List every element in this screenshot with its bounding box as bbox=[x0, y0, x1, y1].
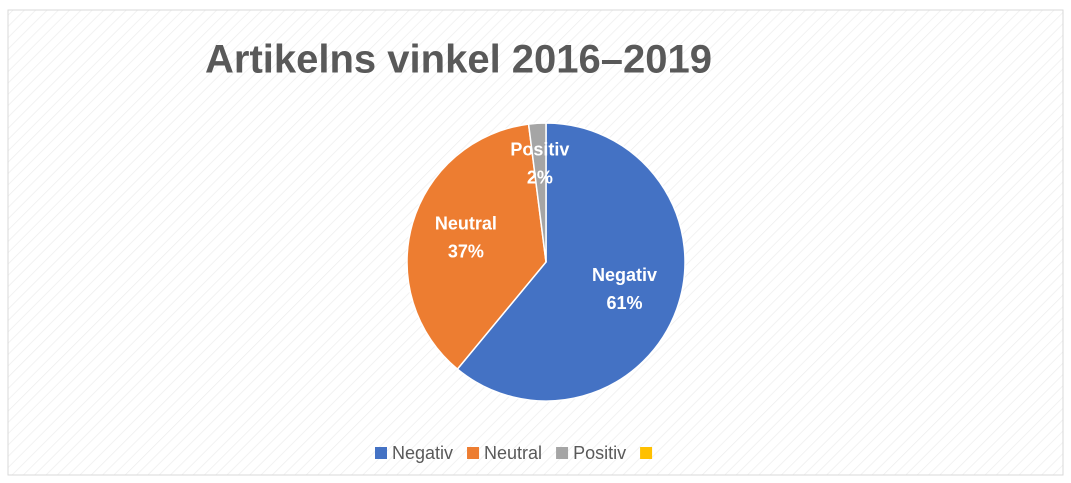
chart-title: Artikelns vinkel 2016–2019 bbox=[205, 38, 712, 82]
data-label-name: Neutral bbox=[435, 213, 497, 233]
legend-swatch bbox=[640, 447, 653, 459]
legend-label: Neutral bbox=[484, 443, 542, 463]
data-label-value: 61% bbox=[606, 293, 642, 313]
data-label-value: 37% bbox=[448, 241, 484, 261]
data-label-value: 2% bbox=[527, 168, 553, 188]
legend-swatch bbox=[467, 447, 480, 459]
legend-label: Positiv bbox=[573, 443, 626, 463]
legend-label: Negativ bbox=[392, 443, 453, 463]
data-label-name: Negativ bbox=[592, 265, 657, 285]
legend-swatch bbox=[375, 447, 387, 459]
data-label-name: Positiv bbox=[510, 140, 569, 160]
pie-slice bbox=[456, 122, 686, 402]
pie-slice bbox=[406, 123, 547, 371]
legend-swatch bbox=[556, 447, 569, 459]
pie-slice bbox=[527, 122, 547, 263]
